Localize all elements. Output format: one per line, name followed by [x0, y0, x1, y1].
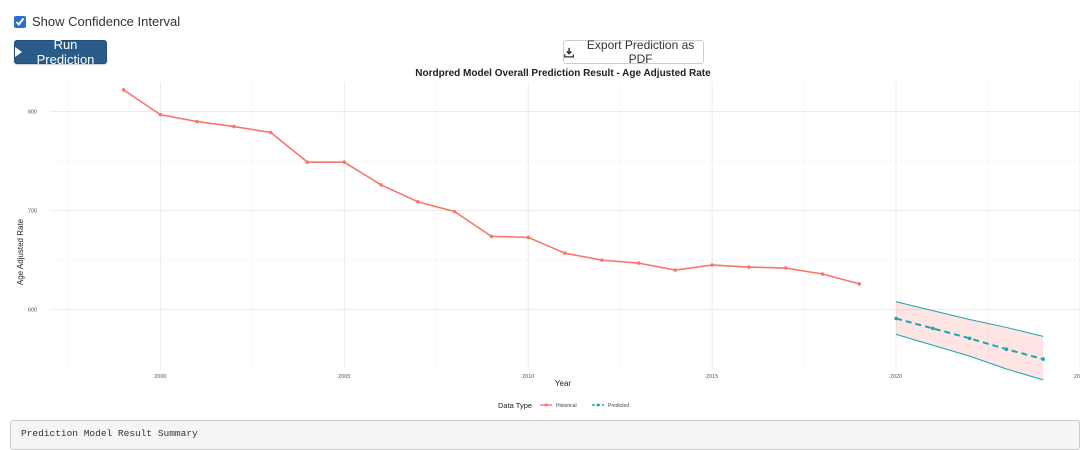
historical-point	[599, 258, 604, 262]
legend-historical-label: Historical	[556, 403, 577, 409]
historical-point	[783, 266, 788, 270]
y-tick-label: 800	[28, 110, 37, 116]
x-tick-label: 2010	[522, 374, 534, 380]
axis-ticks-layer: 2000 2005 2010 2015 2020 2025 600 700 800	[28, 110, 1080, 380]
historical-point	[673, 268, 678, 272]
historical-point	[710, 263, 714, 267]
ci-lower-line	[895, 333, 1044, 381]
legend-title: Data Type	[498, 401, 532, 410]
historical-point	[563, 251, 567, 256]
historical-point	[342, 160, 347, 164]
predicted-point	[894, 316, 898, 321]
y-tick-label: 700	[28, 209, 37, 215]
export-pdf-button[interactable]: Export Prediction as PDF	[563, 38, 704, 66]
legend-predicted-label: Predicted	[608, 403, 629, 409]
historical-point	[489, 234, 494, 239]
predicted-point	[967, 336, 972, 341]
run-prediction-label: Run Prediction	[36, 37, 95, 67]
y-axis-label: Age Adjusted Rate	[16, 218, 25, 285]
historical-point	[857, 282, 862, 286]
historical-point	[268, 130, 273, 135]
show-confidence-interval-checkbox[interactable]	[14, 15, 26, 28]
chart-title: Nordpred Model Overall Prediction Result…	[415, 68, 711, 79]
predicted-line	[895, 317, 1044, 361]
grid-layer	[50, 82, 1080, 369]
prediction-chart: Nordpred Model Overall Prediction Result…	[16, 68, 1080, 410]
historical-point	[232, 124, 236, 129]
historical-point	[526, 235, 531, 240]
historical-point	[416, 199, 420, 204]
legend-historical-point	[544, 403, 548, 407]
x-tick-label: 2025	[1074, 374, 1080, 380]
confidence-interval-layer	[895, 301, 1044, 381]
export-pdf-label: Export Prediction as PDF	[586, 38, 695, 66]
historical-point	[158, 112, 163, 117]
historical-point	[452, 209, 457, 214]
x-tick-label: 2015	[706, 374, 718, 380]
historical-point	[820, 272, 825, 276]
download-icon	[564, 47, 575, 58]
historical-point	[379, 183, 383, 187]
x-axis-label: Year	[555, 379, 572, 388]
historical-line	[123, 89, 860, 285]
show-confidence-interval-label[interactable]: Show Confidence Interval	[32, 14, 181, 29]
y-tick-label: 600	[28, 308, 37, 314]
historical-point	[636, 261, 641, 265]
play-icon	[15, 47, 22, 57]
confidence-band	[896, 301, 1044, 380]
historical-point	[195, 119, 199, 124]
legend-entries: Historical Predicted	[540, 403, 629, 409]
x-tick-label: 2000	[154, 374, 166, 380]
predicted-point	[1004, 347, 1009, 352]
x-tick-label: 2005	[338, 374, 350, 380]
x-tick-label: 2020	[890, 374, 902, 380]
predicted-point	[931, 326, 935, 331]
legend: Data Type Historical Predicted	[498, 401, 629, 410]
predicted-point	[1041, 357, 1046, 361]
historical-point	[305, 160, 310, 164]
legend-predicted-point	[596, 403, 600, 407]
series-points-layer	[121, 88, 1046, 361]
show-confidence-interval-row: Show Confidence Interval	[14, 14, 180, 29]
historical-point	[747, 265, 751, 269]
summary-heading: Prediction Model Result Summary	[21, 428, 198, 439]
historical-point	[121, 88, 126, 92]
ci-upper-line	[895, 301, 1044, 337]
prediction-summary-panel: Prediction Model Result Summary	[10, 420, 1080, 450]
run-prediction-button[interactable]: Run Prediction	[14, 37, 107, 67]
